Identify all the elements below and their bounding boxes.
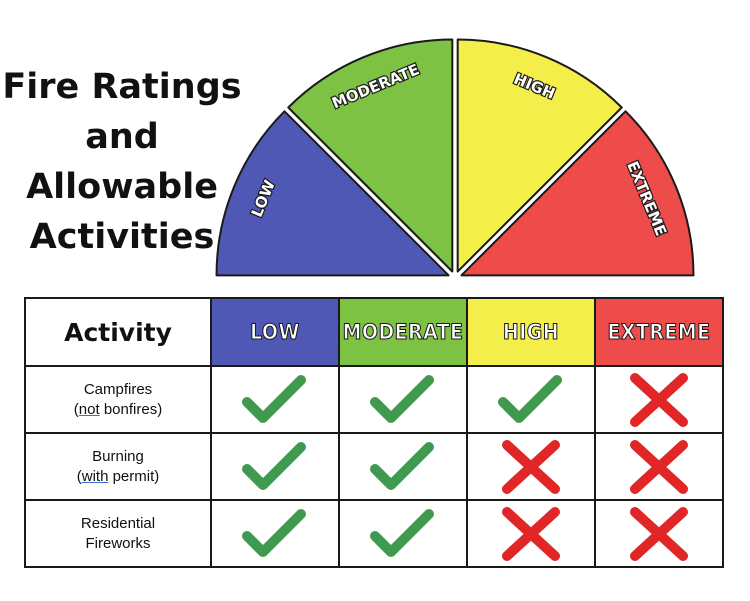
- rating-cell: [210, 432, 340, 501]
- activity-table: Activity LOW MODERATE HIGH EXTREME Campf…: [24, 297, 724, 568]
- rating-cell: [338, 432, 468, 501]
- title-line: Activities: [29, 217, 215, 257]
- cross-icon: [630, 439, 688, 494]
- activity-header: Activity: [24, 297, 212, 367]
- rating-cell: [338, 499, 468, 568]
- gauge-segment-high: [456, 38, 623, 273]
- check-icon: [370, 374, 434, 423]
- check-icon: [242, 508, 306, 557]
- activity-name: Campfires (not bonfires): [24, 365, 212, 434]
- table-row: Residential Fireworks: [24, 499, 724, 568]
- header-low: LOW: [210, 297, 340, 367]
- activity-name: Residential Fireworks: [24, 499, 212, 568]
- cross-icon: [502, 439, 560, 494]
- title-line: Allowable: [26, 167, 218, 207]
- check-icon: [242, 441, 306, 490]
- rating-cell: [210, 499, 340, 568]
- gauge-segment-moderate: [287, 38, 454, 273]
- rating-cell: [466, 499, 596, 568]
- gauge-segment-low: [215, 110, 450, 277]
- rating-cell: [338, 365, 468, 434]
- table-row: Campfires (not bonfires): [24, 365, 724, 434]
- check-icon: [370, 441, 434, 490]
- rating-cell: [594, 499, 724, 568]
- page-title: Fire Ratings and Allowable Activities: [0, 62, 244, 262]
- check-icon: [242, 374, 306, 423]
- title-line: Fire Ratings: [2, 67, 242, 107]
- check-icon: [370, 508, 434, 557]
- table-row: Burning (with permit): [24, 432, 724, 501]
- rating-cell: [466, 432, 596, 501]
- table-header-row: Activity LOW MODERATE HIGH EXTREME: [24, 297, 724, 367]
- rating-cell: [210, 365, 340, 434]
- rating-cell: [594, 365, 724, 434]
- header-extreme: EXTREME: [594, 297, 724, 367]
- gauge-segment-extreme: [460, 110, 695, 277]
- title-line: and: [85, 117, 159, 157]
- rating-cell: [594, 432, 724, 501]
- cross-icon: [630, 372, 688, 427]
- check-icon: [498, 374, 562, 423]
- cross-icon: [630, 506, 688, 561]
- activity-name: Burning (with permit): [24, 432, 212, 501]
- rating-cell: [466, 365, 596, 434]
- header-moderate: MODERATE: [338, 297, 468, 367]
- cross-icon: [502, 506, 560, 561]
- header-high: HIGH: [466, 297, 596, 367]
